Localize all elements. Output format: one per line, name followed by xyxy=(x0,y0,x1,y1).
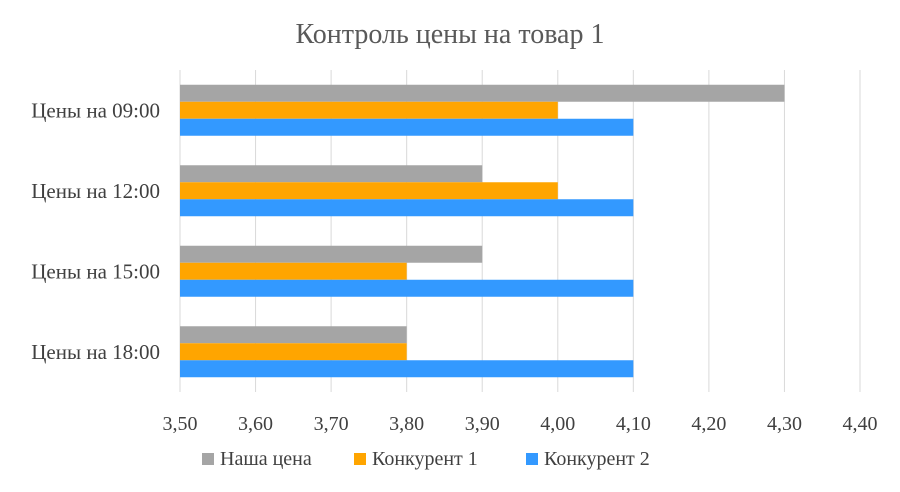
bar xyxy=(180,360,634,378)
x-tick-label: 4,00 xyxy=(540,413,575,435)
chart-title: Контроль цены на товар 1 xyxy=(296,19,605,50)
category-labels: Цены на 09:00 Цены на 12:00 Цены на 15:00 Ц… xyxy=(31,98,160,364)
bar xyxy=(180,182,558,200)
legend: Наша цена Конкурент 1 Конкурент 2 xyxy=(202,448,650,470)
x-tick-label: 4,10 xyxy=(616,413,651,435)
bar xyxy=(180,101,558,119)
x-tick-label: 3,80 xyxy=(389,413,424,435)
bar xyxy=(180,84,785,102)
x-tick-label: 3,70 xyxy=(314,413,349,435)
bar xyxy=(180,326,407,344)
legend-label: Конкурент 2 xyxy=(544,448,650,470)
legend-swatch xyxy=(526,453,538,465)
bar xyxy=(180,262,407,280)
x-tick-label: 3,50 xyxy=(163,413,198,435)
bar xyxy=(180,279,634,297)
legend-swatch xyxy=(354,453,366,465)
x-tick-label: 4,30 xyxy=(767,413,802,435)
bar xyxy=(180,165,483,183)
x-tick-labels: 3,50 3,60 3,70 3,80 3,90 4,00 4,10 4,20 4,30 4,40 xyxy=(163,413,878,435)
bar xyxy=(180,118,634,136)
bar xyxy=(180,199,634,217)
legend-swatch xyxy=(202,453,214,465)
bars-group xyxy=(180,84,785,378)
x-tick-label: 3,60 xyxy=(238,413,273,435)
category-label: Цены на 15:00 xyxy=(31,259,160,283)
legend-label: Наша цена xyxy=(220,448,312,470)
x-tick-label: 4,20 xyxy=(691,413,726,435)
bar xyxy=(180,245,483,263)
legend-label: Конкурент 1 xyxy=(372,448,478,470)
x-tick-label: 4,40 xyxy=(843,413,878,435)
category-label: Цены на 18:00 xyxy=(31,340,160,364)
category-label: Цены на 12:00 xyxy=(31,179,160,203)
x-tick-label: 3,90 xyxy=(465,413,500,435)
category-label: Цены на 09:00 xyxy=(31,98,160,122)
bar xyxy=(180,343,407,361)
